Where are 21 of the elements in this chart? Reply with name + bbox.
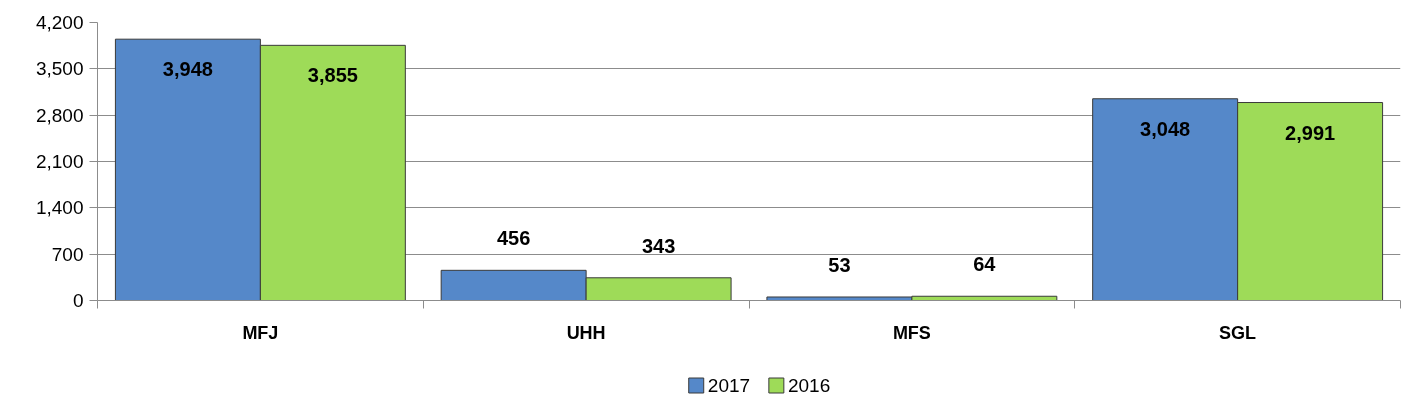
y-tick-label: 2,800 [35, 104, 84, 126]
x-tick-label: MFJ [242, 322, 279, 343]
legend-label: 2017 [707, 375, 751, 396]
legend-label: 2016 [787, 375, 831, 396]
x-tick-label: MFS [892, 322, 931, 343]
y-tick-label: 0 [72, 290, 84, 311]
y-tick-label: 3,500 [35, 58, 84, 80]
data-label: 456 [496, 227, 531, 250]
y-tick-label: 700 [51, 243, 84, 265]
data-label: 64 [973, 253, 997, 276]
x-tick-label: UHH [566, 322, 606, 343]
y-tick-label: 2,100 [35, 151, 84, 172]
y-tick-label: 4,200 [35, 12, 84, 33]
data-label: 3,948 [162, 58, 213, 81]
data-label: 343 [641, 234, 676, 257]
data-label: 3,855 [307, 64, 358, 87]
data-label: 53 [828, 253, 851, 276]
data-label: 3,048 [1140, 117, 1191, 140]
y-tick-label: 1,400 [35, 197, 84, 219]
x-tick-label: SGL [1219, 322, 1257, 343]
data-label: 2,991 [1285, 121, 1336, 144]
